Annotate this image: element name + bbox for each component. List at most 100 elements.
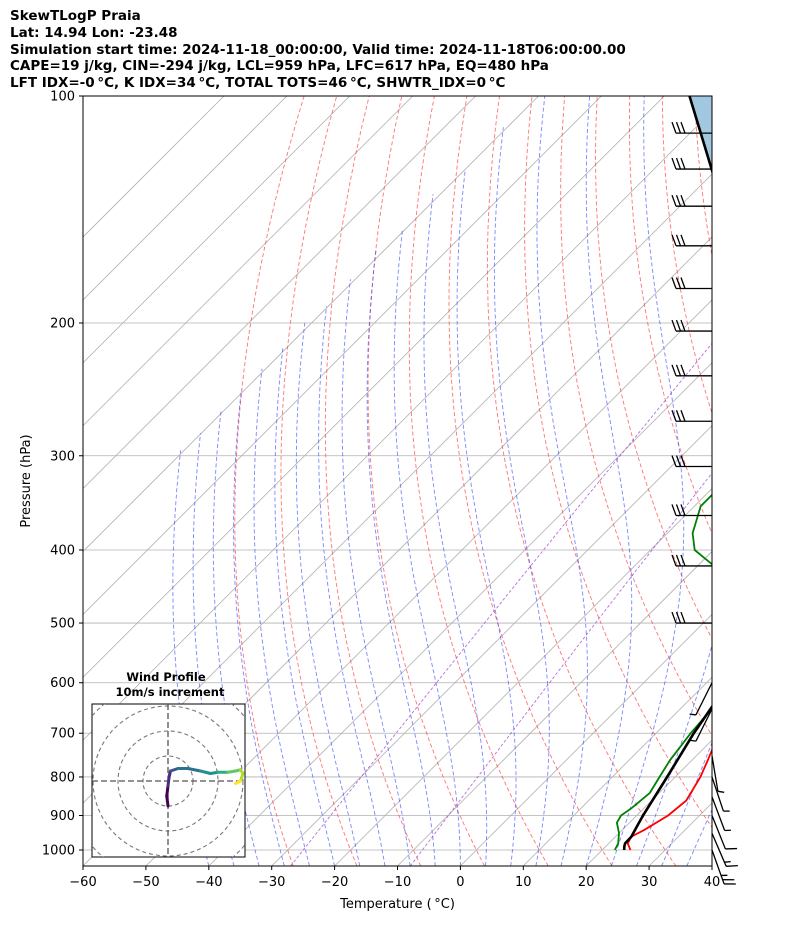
dry-adiabat: [324, 96, 422, 866]
dry-adiabat: [486, 96, 677, 866]
y-tick-label: 200: [50, 316, 75, 331]
time-line: Simulation start time: 2024-11-18_00:00:…: [10, 41, 626, 58]
moist-adiabat: [610, 96, 685, 866]
wind-barb: [671, 554, 712, 567]
wind-barb: [671, 194, 712, 207]
wind-barb: [711, 832, 738, 867]
x-tick-label: 40: [704, 875, 721, 890]
isotherm-gridline: [585, 739, 712, 866]
wind-barb: [711, 776, 730, 812]
y-axis-label: Pressure (hPa): [19, 434, 34, 527]
axis-labels: −60 −50 −40 −30 −20 −10 0 10 20 30 40 1000 900 800 700…: [19, 90, 720, 913]
isotherm-gridline: [397, 550, 712, 866]
parcel-line: [622, 96, 712, 851]
y-tick-label: 600: [50, 676, 75, 691]
dry-adiabat: [448, 96, 613, 866]
hodograph-segment: [165, 784, 170, 798]
hodograph-segment: [166, 774, 171, 788]
x-tick-label: 30: [641, 875, 658, 890]
dewpoint-line: [613, 493, 712, 851]
x-tick-label: 0: [456, 875, 464, 890]
hodograph-title: Wind Profile: [126, 670, 206, 684]
moist-adiabat: [585, 96, 633, 866]
background-lines: [83, 96, 794, 866]
y-tick-label: 300: [50, 449, 75, 464]
y-tick-label: 100: [50, 90, 75, 105]
hodograph-subtitle: 10m/s increment: [116, 685, 225, 699]
wind-barb: [671, 121, 712, 134]
dry-adiabat: [628, 96, 712, 535]
wind-barb: [671, 277, 712, 290]
dry-adiabat: [760, 96, 794, 866]
dry-adiabat: [524, 96, 712, 829]
isotherm-gridline: [208, 362, 712, 866]
x-tick-label: −10: [384, 875, 411, 890]
indices-line-1: CAPE=19 j/kg, CIN=-294 j/kg, LCL=959 hPa…: [10, 58, 549, 75]
wind-barb: [711, 755, 725, 793]
isotherm-gridline: [83, 96, 539, 553]
wind-barb: [671, 234, 712, 247]
moist-adiabat: [393, 228, 461, 866]
moist-adiabat: [295, 322, 361, 866]
y-tick-label: 700: [50, 727, 75, 742]
moist-adiabat: [366, 249, 436, 866]
wind-barb: [671, 611, 712, 624]
moist-adiabat: [636, 96, 712, 866]
isotherm-gridline: [711, 865, 712, 866]
chart-title: SkewTLogP Praia: [10, 8, 141, 24]
hodograph-segment: [186, 767, 202, 773]
chart-header: SkewTLogP Praia Lat: 14.94 Lon: -23.48 S…: [10, 8, 626, 92]
dry-adiabat: [560, 96, 712, 737]
y-tick-label: 900: [50, 809, 75, 824]
wind-barb: [671, 455, 712, 468]
y-tick-label: 1000: [42, 844, 75, 859]
isotherm-gridline: [83, 96, 476, 490]
isotherm-gridline: [145, 299, 712, 866]
x-tick-label: −40: [195, 875, 222, 890]
y-tick-label: 500: [50, 617, 75, 632]
moist-adiabat: [253, 368, 310, 866]
dry-adiabat: [234, 96, 305, 866]
isotherm-gridline: [83, 96, 351, 364]
dry-adiabat: [727, 96, 794, 866]
isotherm-gridline: [83, 96, 413, 427]
location-line: Lat: 14.94 Lon: -23.48: [10, 24, 178, 41]
wind-barbs: [671, 121, 738, 885]
data-lines: [613, 96, 712, 851]
x-tick-label: −30: [258, 875, 285, 890]
wind-barb: [671, 364, 712, 377]
isotherm-gridline: [83, 96, 665, 678]
moist-adiabat: [233, 389, 285, 866]
moist-adiabat: [423, 194, 488, 866]
moist-adiabat: [661, 741, 712, 866]
wind-barb: [711, 849, 736, 885]
moist-adiabat: [711, 864, 712, 866]
x-tick-label: −20: [321, 875, 348, 890]
mixing-ratio-line: [290, 342, 712, 866]
y-tick-label: 400: [50, 543, 75, 558]
x-axis-label: Temperature ( °C): [339, 897, 455, 912]
dry-adiabat: [408, 96, 549, 866]
wind-barb: [711, 815, 738, 850]
moist-adiabat: [737, 96, 794, 866]
hodograph-segment: [199, 769, 212, 775]
temperature-line: [626, 747, 712, 851]
dry-adiabat: [280, 96, 358, 866]
wind-barb: [671, 504, 712, 517]
dry-adiabat: [367, 96, 485, 866]
x-tick-label: −50: [132, 875, 159, 890]
wind-barb: [689, 682, 713, 716]
moist-adiabat: [456, 169, 517, 866]
x-tick-label: −60: [69, 875, 96, 890]
dry-adiabat: [595, 96, 712, 640]
indices-line-2: LFT IDX=-0 °C, K IDX=34 °C, TOTAL TOTS=4…: [10, 75, 506, 92]
isotherm-gridline: [523, 676, 712, 866]
y-tick-label: 800: [50, 770, 75, 785]
wind-barb: [689, 708, 713, 742]
isotherm-gridline: [83, 96, 602, 615]
moist-adiabat: [536, 96, 588, 866]
isotherm-gridline: [83, 110, 712, 741]
hodograph-segment: [165, 794, 170, 808]
